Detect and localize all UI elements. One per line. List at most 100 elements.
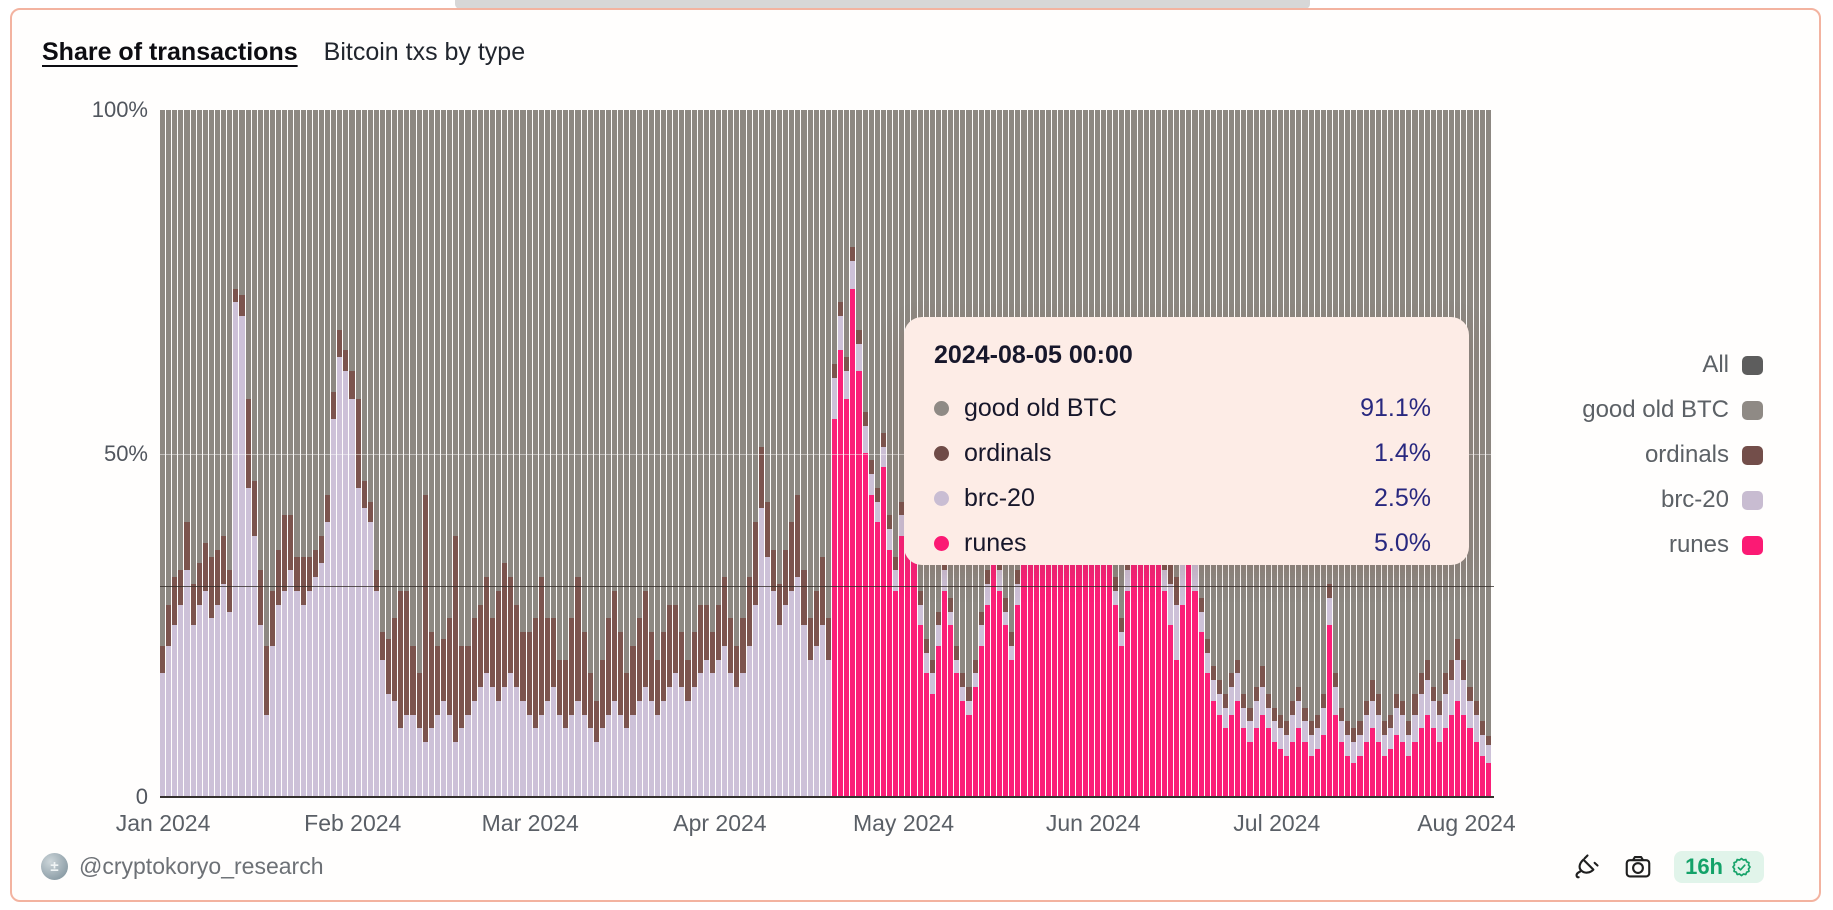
bar-2024-03-16[interactable]: [618, 110, 624, 797]
bar-2024-08-05[interactable]: [1485, 110, 1492, 797]
bar-2024-04-26[interactable]: [868, 110, 875, 797]
bar-2024-03-10[interactable]: [581, 110, 588, 797]
bar-2024-02-17[interactable]: [447, 110, 453, 797]
bar-2024-01-01[interactable]: [160, 110, 166, 797]
bar-2024-01-22[interactable]: [288, 110, 294, 797]
bar-2024-04-25[interactable]: [862, 110, 869, 797]
bar-2024-02-09[interactable]: [398, 110, 404, 797]
bar-2024-03-27[interactable]: [685, 110, 691, 797]
bar-2024-01-06[interactable]: [190, 110, 197, 797]
bar-2024-02-08[interactable]: [392, 110, 398, 797]
bar-2024-01-04[interactable]: [178, 110, 184, 797]
bar-2024-04-01[interactable]: [715, 110, 722, 797]
bar-2024-02-01[interactable]: [349, 110, 355, 797]
bar-2024-01-12[interactable]: [227, 110, 233, 797]
bar-2024-04-12[interactable]: [783, 110, 789, 797]
bar-2024-03-28[interactable]: [691, 110, 698, 797]
camera-icon[interactable]: [1622, 851, 1654, 883]
bar-2024-03-20[interactable]: [642, 110, 649, 797]
bar-2024-03-06[interactable]: [557, 110, 563, 797]
author-handle-link[interactable]: @cryptokoryo_research: [79, 853, 324, 879]
bar-2024-04-14[interactable]: [795, 110, 801, 797]
bar-2024-03-17[interactable]: [624, 110, 630, 797]
bar-2024-02-12[interactable]: [416, 110, 423, 797]
bar-2024-04-19[interactable]: [825, 110, 832, 797]
bar-2024-01-18[interactable]: [263, 110, 270, 797]
bar-2024-02-20[interactable]: [465, 110, 471, 797]
legend-item-good-old-btc[interactable]: good old BTC: [1582, 396, 1763, 424]
bar-2024-04-07[interactable]: [752, 110, 759, 797]
bar-2024-04-09[interactable]: [764, 110, 771, 797]
bar-2024-04-15[interactable]: [801, 110, 807, 797]
bar-2024-01-29[interactable]: [331, 110, 337, 797]
bar-2024-02-04[interactable]: [367, 110, 374, 797]
bar-2024-02-26[interactable]: [502, 110, 508, 797]
bar-2024-04-17[interactable]: [813, 110, 820, 797]
bar-2024-04-11[interactable]: [777, 110, 783, 797]
bar-2024-01-16[interactable]: [251, 110, 258, 797]
bar-2024-02-24[interactable]: [489, 110, 496, 797]
bar-2024-03-25[interactable]: [673, 110, 679, 797]
bar-2024-01-20[interactable]: [276, 110, 282, 797]
bar-2024-03-02[interactable]: [532, 110, 539, 797]
bar-2024-02-07[interactable]: [386, 110, 392, 797]
bar-2024-01-19[interactable]: [269, 110, 276, 797]
bar-2024-04-29[interactable]: [887, 110, 893, 797]
bar-2024-01-03[interactable]: [172, 110, 178, 797]
bar-2024-04-02[interactable]: [722, 110, 728, 797]
bar-2024-03-18[interactable]: [630, 110, 636, 797]
bar-2024-02-18[interactable]: [453, 110, 459, 797]
bar-2024-03-08[interactable]: [569, 110, 575, 797]
bar-2024-02-23[interactable]: [483, 110, 490, 797]
bar-2024-04-24[interactable]: [856, 110, 862, 797]
bar-2024-01-25[interactable]: [306, 110, 313, 797]
bar-2024-03-24[interactable]: [667, 110, 673, 797]
bar-2024-03-30[interactable]: [703, 110, 710, 797]
bar-2024-02-03[interactable]: [361, 110, 368, 797]
bar-2024-04-08[interactable]: [758, 110, 765, 797]
bar-2024-03-15[interactable]: [612, 110, 618, 797]
bar-2024-02-02[interactable]: [355, 110, 362, 797]
bar-2024-03-22[interactable]: [654, 110, 661, 797]
bar-2024-03-21[interactable]: [648, 110, 655, 797]
bar-2024-01-13[interactable]: [233, 110, 239, 797]
bar-2024-02-16[interactable]: [441, 110, 447, 797]
bar-2024-01-05[interactable]: [184, 110, 190, 797]
bar-2024-02-27[interactable]: [508, 110, 514, 797]
bar-2024-02-05[interactable]: [373, 110, 380, 797]
bar-2024-02-15[interactable]: [434, 110, 441, 797]
bar-2024-03-14[interactable]: [605, 110, 612, 797]
bar-2024-05-01[interactable]: [899, 110, 905, 797]
bar-2024-03-26[interactable]: [679, 110, 685, 797]
bar-2024-04-22[interactable]: [844, 110, 850, 797]
bar-2024-01-14[interactable]: [239, 110, 245, 797]
bar-2024-03-05[interactable]: [551, 110, 557, 797]
bar-2024-02-19[interactable]: [459, 110, 465, 797]
bar-2024-08-02[interactable]: [1467, 110, 1473, 797]
bar-2024-04-10[interactable]: [770, 110, 777, 797]
bar-2024-04-21[interactable]: [838, 110, 844, 797]
bar-2024-02-06[interactable]: [379, 110, 386, 797]
bar-2024-04-28[interactable]: [880, 110, 887, 797]
bar-2024-02-25[interactable]: [496, 110, 502, 797]
bar-2024-01-27[interactable]: [318, 110, 325, 797]
bar-2024-01-17[interactable]: [257, 110, 264, 797]
bar-2024-04-20[interactable]: [832, 110, 838, 797]
bar-2024-03-07[interactable]: [563, 110, 569, 797]
bar-2024-04-27[interactable]: [874, 110, 881, 797]
bar-2024-02-22[interactable]: [477, 110, 484, 797]
plug-icon[interactable]: [1570, 851, 1602, 883]
age-verified-badge[interactable]: 16h: [1674, 851, 1764, 883]
bar-2024-02-13[interactable]: [422, 110, 429, 797]
bar-2024-04-05[interactable]: [740, 110, 746, 797]
bar-2024-01-11[interactable]: [221, 110, 227, 797]
bar-2024-03-03[interactable]: [538, 110, 545, 797]
bar-2024-01-02[interactable]: [166, 110, 172, 797]
bar-2024-01-31[interactable]: [343, 110, 349, 797]
bar-2024-02-28[interactable]: [514, 110, 520, 797]
bar-2024-04-23[interactable]: [850, 110, 856, 797]
bar-2024-03-23[interactable]: [660, 110, 667, 797]
bar-2024-08-03[interactable]: [1473, 110, 1480, 797]
bar-2024-04-13[interactable]: [789, 110, 795, 797]
bar-2024-01-23[interactable]: [294, 110, 300, 797]
